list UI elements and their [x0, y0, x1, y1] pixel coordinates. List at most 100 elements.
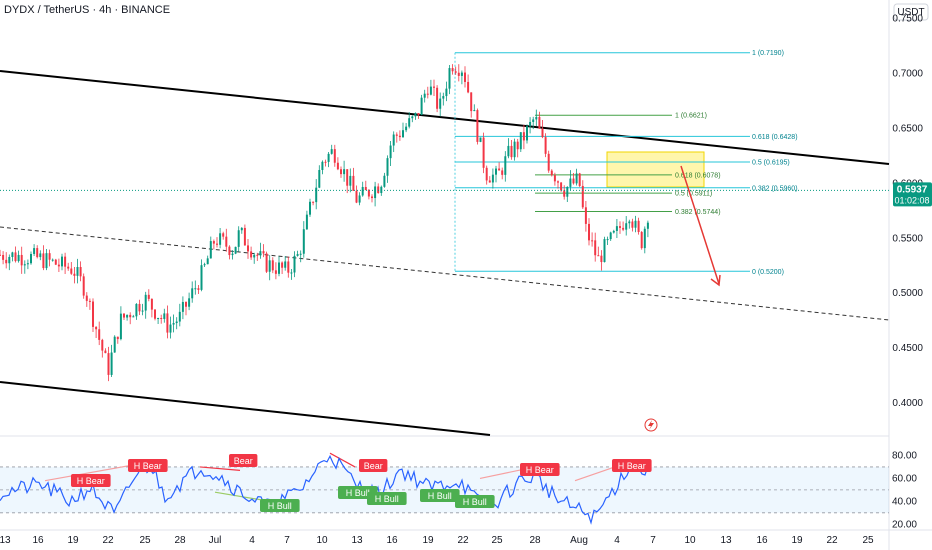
candle-body: [631, 221, 634, 228]
signal-badge-label: H Bull: [268, 501, 292, 511]
candle-body: [361, 186, 364, 196]
time-tick-label: Aug: [570, 535, 588, 546]
candle-body: [262, 251, 265, 254]
candle-body: [256, 254, 259, 256]
time-tick-label: 7: [284, 535, 290, 546]
candle-body: [315, 187, 318, 203]
chart-title: DYDX / TetherUS · 4h · BINANCE: [4, 4, 171, 16]
candle-body: [8, 256, 11, 264]
time-axis-ticks: 13 16 19 22 25 28 Jul 4 7 10 13 16 19 22 25 28 Aug 4 7 10 13…: [0, 535, 874, 546]
candle-body: [501, 170, 504, 175]
fibonacci-levels[interactable]: 1 (0.7190) 0.618 (0.6428) 0.5 (0.6195) 0.38…: [454, 50, 798, 276]
current-price-label: 0.5937: [897, 184, 928, 195]
candle-body: [132, 316, 135, 318]
candle-body: [30, 253, 32, 264]
time-tick-label: 10: [316, 535, 328, 546]
oscillator-tick-label: 40.00: [892, 496, 917, 507]
candle-body: [451, 68, 454, 72]
candle-body: [547, 153, 550, 171]
candle-body: [73, 273, 76, 276]
candle-body: [85, 295, 88, 301]
candle-body: [188, 298, 191, 307]
candle-body: [603, 239, 606, 263]
time-tick-label: 22: [457, 535, 469, 546]
candle-body: [302, 229, 305, 254]
candle-body: [612, 230, 615, 233]
time-tick-label: 25: [862, 535, 874, 546]
fib-level-label: 0.618 (0.6078): [675, 172, 721, 179]
fib-level-label: 0.382 (0.5960): [752, 185, 798, 192]
candle-body: [473, 110, 476, 112]
candle-body: [324, 161, 327, 163]
divergence-line: [44, 464, 136, 482]
candle-body: [299, 253, 302, 255]
candle-body: [429, 86, 432, 95]
candle-body: [584, 207, 587, 224]
signal-badge-label: Bear: [234, 456, 253, 466]
candle-body: [126, 314, 129, 318]
time-tick-label: 19: [791, 535, 803, 546]
candle-body: [346, 169, 349, 186]
candle-body: [39, 253, 42, 258]
candle-body: [113, 336, 116, 353]
candle-body: [57, 264, 60, 267]
candle-body: [200, 265, 203, 290]
candle-body: [467, 81, 470, 93]
time-tick-label: 16: [386, 535, 398, 546]
candle-body: [82, 276, 85, 296]
signal-badge: [367, 492, 407, 505]
signal-badge: [420, 489, 460, 502]
fib-level-label: 0.5 (0.5911): [675, 191, 712, 198]
fib-level-label: 0.382 (0.5744): [675, 209, 721, 216]
candle-body: [157, 318, 160, 320]
price-tick-label: 0.5000: [892, 288, 923, 299]
candles-group: [0, 64, 649, 382]
price-tick-label: 0.4500: [892, 343, 923, 354]
candle-body: [5, 259, 8, 264]
currency-badge[interactable]: USDT: [893, 3, 929, 21]
candle-body: [439, 98, 442, 109]
candle-body: [123, 313, 125, 318]
candle-body: [581, 185, 584, 208]
time-tick-label: 19: [67, 535, 79, 546]
candle-body: [88, 300, 91, 302]
candle-body: [374, 186, 377, 199]
candle-body: [495, 168, 497, 175]
candle-body: [426, 93, 429, 95]
candle-body: [541, 128, 544, 138]
alert-icon[interactable]: [644, 418, 658, 432]
time-tick-label: 7: [650, 535, 656, 546]
time-tick-label: 16: [756, 535, 768, 546]
candle-body: [609, 232, 612, 240]
candle-body: [491, 174, 494, 183]
candle-body: [138, 303, 141, 312]
candle-body: [197, 288, 200, 290]
supply-zone-box[interactable]: [606, 151, 705, 188]
candle-body: [268, 260, 271, 272]
countdown-label: 01:02:08: [894, 195, 929, 205]
candle-body: [522, 132, 525, 141]
projection-arrow[interactable]: [680, 165, 721, 287]
signal-badge: [520, 463, 560, 476]
candle-body: [101, 339, 104, 351]
channel-lower-line[interactable]: [0, 381, 491, 436]
candle-body: [61, 256, 63, 267]
candle-body: [250, 251, 253, 258]
channel-mid-line[interactable]: [0, 226, 890, 321]
candle-body: [516, 141, 519, 150]
candle-body: [222, 233, 225, 237]
candle-body: [135, 303, 138, 317]
oscillator-tick-label: 60.00: [892, 473, 917, 484]
candle-body: [408, 118, 411, 127]
candle-body: [271, 260, 274, 271]
channel-upper-line[interactable]: [0, 70, 890, 165]
fib-level-label: 0.5 (0.6195): [752, 159, 790, 166]
candle-body: [566, 186, 569, 197]
candle-body: [597, 255, 600, 257]
candle-body: [116, 336, 119, 340]
signal-badge: [359, 459, 388, 472]
oscillator-tick-label: 80.00: [892, 450, 917, 461]
candle-body: [464, 72, 466, 82]
candle-body: [544, 137, 547, 154]
